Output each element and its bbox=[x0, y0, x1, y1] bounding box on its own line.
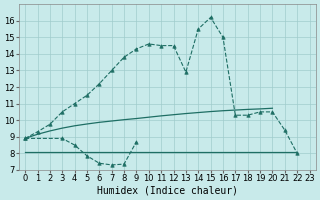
X-axis label: Humidex (Indice chaleur): Humidex (Indice chaleur) bbox=[97, 186, 238, 196]
